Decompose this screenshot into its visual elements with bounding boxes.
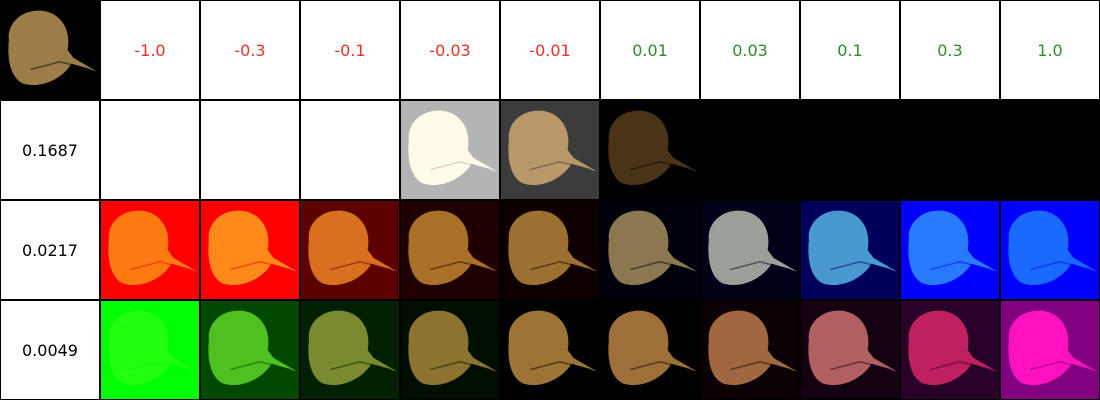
image-tile bbox=[300, 200, 400, 300]
column-header: 1.0 bbox=[1000, 0, 1100, 100]
image-tile bbox=[1000, 100, 1100, 200]
column-header: 0.3 bbox=[900, 0, 1000, 100]
column-header: 0.1 bbox=[800, 0, 900, 100]
image-tile bbox=[600, 200, 700, 300]
image-tile bbox=[500, 100, 600, 200]
image-tile bbox=[200, 100, 300, 200]
image-tile bbox=[100, 100, 200, 200]
image-tile bbox=[100, 200, 200, 300]
image-tile bbox=[900, 300, 1000, 400]
image-tile bbox=[300, 100, 400, 200]
image-tile bbox=[600, 100, 700, 200]
column-header: 0.03 bbox=[700, 0, 800, 100]
image-tile bbox=[1000, 300, 1100, 400]
image-tile bbox=[800, 100, 900, 200]
column-header: -0.1 bbox=[300, 0, 400, 100]
image-tile bbox=[500, 200, 600, 300]
row-header: 0.0049 bbox=[0, 300, 100, 400]
column-header: 0.01 bbox=[600, 0, 700, 100]
image-tile bbox=[700, 300, 800, 400]
column-header: -0.3 bbox=[200, 0, 300, 100]
image-tile bbox=[500, 300, 600, 400]
image-tile bbox=[700, 200, 800, 300]
image-tile bbox=[600, 300, 700, 400]
column-header: -1.0 bbox=[100, 0, 200, 100]
image-tile bbox=[200, 300, 300, 400]
image-tile bbox=[400, 200, 500, 300]
image-tile bbox=[400, 100, 500, 200]
row-header: 0.1687 bbox=[0, 100, 100, 200]
image-tile bbox=[400, 300, 500, 400]
image-tile bbox=[100, 300, 200, 400]
image-tile bbox=[900, 100, 1000, 200]
image-tile bbox=[300, 300, 400, 400]
image-tile bbox=[800, 200, 900, 300]
image-tile bbox=[900, 200, 1000, 300]
reference-thumbnail bbox=[0, 0, 100, 100]
row-header: 0.0217 bbox=[0, 200, 100, 300]
image-tile bbox=[200, 200, 300, 300]
column-header: -0.03 bbox=[400, 0, 500, 100]
image-tile bbox=[700, 100, 800, 200]
image-tile bbox=[800, 300, 900, 400]
image-tile bbox=[1000, 200, 1100, 300]
column-header: -0.01 bbox=[500, 0, 600, 100]
